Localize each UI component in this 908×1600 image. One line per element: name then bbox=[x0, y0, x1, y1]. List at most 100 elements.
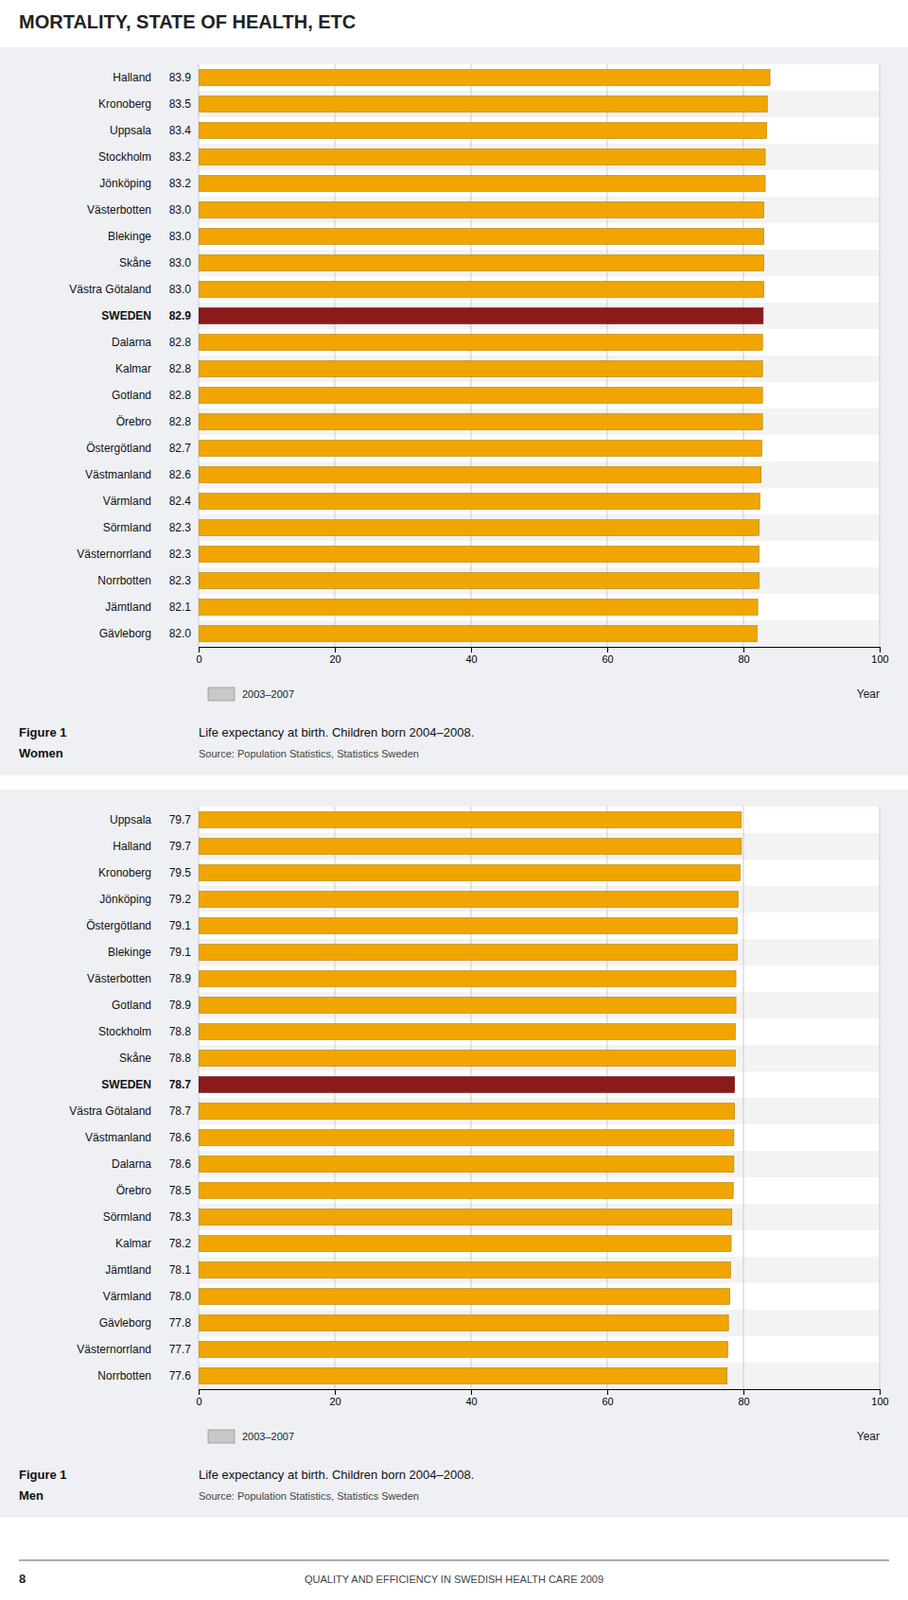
row-band bbox=[198, 620, 880, 647]
category-label: Sörmland bbox=[103, 1210, 152, 1224]
chart-source: Source: Population Statistics, Statistic… bbox=[198, 1490, 420, 1502]
value-label: 83.2 bbox=[169, 176, 193, 191]
x-tick: 60 bbox=[601, 646, 613, 665]
row-band bbox=[198, 1257, 880, 1284]
value-label: 78.9 bbox=[169, 998, 193, 1013]
value-label: 78.5 bbox=[169, 1184, 193, 1198]
row-band bbox=[198, 541, 880, 568]
x-tick: 20 bbox=[329, 1389, 341, 1408]
category-label: SWEDEN bbox=[101, 309, 152, 323]
value-label: 83.0 bbox=[169, 256, 193, 270]
bar bbox=[198, 944, 738, 961]
bar bbox=[198, 1024, 735, 1041]
row-band bbox=[198, 408, 880, 436]
row-band bbox=[198, 196, 880, 224]
x-axis-title: Year bbox=[856, 1430, 880, 1444]
value-label: 78.1 bbox=[169, 1263, 193, 1277]
value-label: 79.7 bbox=[169, 813, 193, 827]
x-tick-label: 80 bbox=[737, 1396, 750, 1408]
x-tick: 80 bbox=[737, 1389, 750, 1408]
row-band bbox=[198, 355, 880, 383]
x-tick-mark bbox=[743, 1389, 745, 1396]
category-label: Skåne bbox=[119, 1051, 152, 1066]
category-label: Jämtland bbox=[104, 1263, 152, 1277]
bar bbox=[198, 1050, 735, 1067]
x-tick-mark bbox=[471, 1389, 472, 1396]
value-label: 83.4 bbox=[169, 123, 193, 138]
row-band bbox=[198, 1177, 880, 1205]
category-label: Blekinge bbox=[107, 945, 152, 960]
category-label: Västernorrland bbox=[76, 547, 152, 561]
x-tick: 0 bbox=[195, 1389, 202, 1408]
row-band bbox=[198, 461, 880, 489]
chart-title: Life expectancy at birth. Children born … bbox=[198, 725, 474, 740]
value-label: 78.6 bbox=[169, 1131, 193, 1145]
row-band bbox=[198, 912, 880, 940]
category-label: Halland bbox=[112, 70, 152, 85]
page-title: MORTALITY, STATE OF HEALTH, ETC bbox=[18, 11, 356, 33]
category-label: Skåne bbox=[119, 256, 152, 270]
page-footer: QUALITY AND EFFICIENCY IN SWEDISH HEALTH… bbox=[304, 1573, 604, 1586]
value-label: 78.0 bbox=[169, 1290, 193, 1304]
grid-line bbox=[879, 64, 881, 647]
bar bbox=[198, 918, 738, 935]
value-label: 77.7 bbox=[169, 1343, 193, 1357]
bar bbox=[198, 997, 736, 1014]
value-label: 82.3 bbox=[169, 521, 193, 535]
category-label: Kalmar bbox=[115, 1237, 152, 1251]
chart: Halland83.9Kronoberg83.5Uppsala83.4Stock… bbox=[0, 47, 908, 776]
bar bbox=[198, 546, 760, 563]
row-band bbox=[198, 488, 880, 515]
bar bbox=[198, 1209, 733, 1226]
category-label: Östergötland bbox=[86, 441, 152, 455]
category-label: Stockholm bbox=[98, 1025, 152, 1039]
chart-source: Source: Population Statistics, Statistic… bbox=[198, 748, 420, 760]
row-band bbox=[198, 1204, 880, 1231]
category-label: Västmanland bbox=[85, 1131, 152, 1145]
category-label: Blekinge bbox=[107, 229, 152, 244]
value-label: 78.8 bbox=[169, 1025, 193, 1039]
category-label: Västerbotten bbox=[87, 203, 152, 217]
value-label: 82.6 bbox=[169, 468, 193, 482]
category-label: Gotland bbox=[111, 998, 152, 1013]
panel-background bbox=[0, 789, 908, 1519]
x-tick-label: 40 bbox=[465, 1396, 477, 1408]
bar bbox=[198, 308, 764, 325]
bar bbox=[198, 1103, 735, 1120]
row-band bbox=[198, 939, 880, 966]
bar bbox=[198, 493, 760, 510]
bar bbox=[198, 1289, 731, 1306]
x-tick-mark bbox=[334, 1389, 336, 1396]
legend: 2003–2007 bbox=[208, 1430, 295, 1444]
row-band bbox=[198, 117, 880, 144]
value-label: 82.8 bbox=[169, 362, 193, 376]
category-label: Dalarna bbox=[111, 335, 152, 350]
grid-line bbox=[743, 806, 745, 1390]
row-band bbox=[198, 1124, 880, 1152]
category-label: Västerbotten bbox=[87, 972, 152, 986]
category-label: SWEDEN bbox=[101, 1078, 152, 1092]
bar bbox=[198, 520, 760, 537]
grid-line bbox=[879, 806, 881, 1390]
x-tick-label: 0 bbox=[195, 653, 202, 665]
figure-label: Figure 1 bbox=[18, 1467, 68, 1483]
row-band bbox=[198, 223, 880, 250]
value-label: 83.0 bbox=[169, 282, 193, 297]
value-label: 78.3 bbox=[169, 1210, 193, 1224]
bar bbox=[198, 387, 763, 404]
x-tick-mark bbox=[879, 1389, 881, 1396]
value-label: 83.0 bbox=[169, 229, 193, 244]
row-band bbox=[198, 435, 880, 462]
value-label: 83.2 bbox=[169, 150, 193, 164]
legend: 2003–2007 bbox=[208, 687, 295, 701]
grid bbox=[198, 64, 880, 647]
value-label: 82.8 bbox=[169, 415, 193, 429]
row-band bbox=[198, 143, 880, 171]
x-tick-label: 80 bbox=[737, 653, 750, 665]
row-band bbox=[198, 992, 880, 1019]
footer-separator bbox=[18, 1560, 890, 1562]
grid bbox=[198, 806, 880, 1390]
value-label: 77.8 bbox=[169, 1316, 193, 1330]
value-label: 77.6 bbox=[169, 1369, 193, 1383]
category-label: Uppsala bbox=[109, 813, 152, 827]
